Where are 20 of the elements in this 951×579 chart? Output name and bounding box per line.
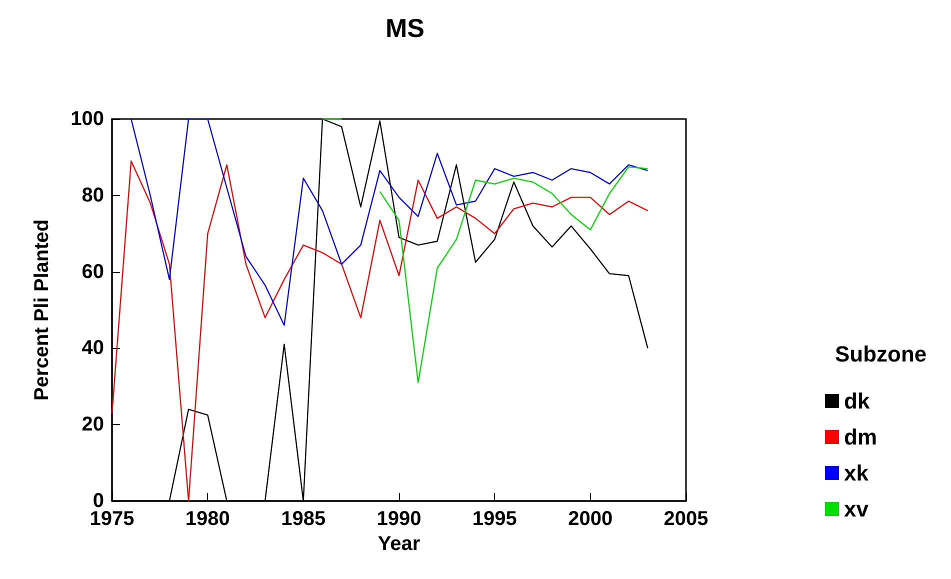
x-tick-label: 1980 bbox=[185, 508, 230, 530]
legend-label: dk bbox=[844, 388, 870, 414]
y-tick-label: 40 bbox=[82, 337, 104, 360]
x-tick-label: 2005 bbox=[664, 508, 708, 530]
x-tick-label: 2000 bbox=[568, 508, 613, 530]
y-tick-label: 80 bbox=[82, 184, 104, 206]
x-tick-label: 1995 bbox=[472, 508, 517, 530]
y-tick-label: 60 bbox=[82, 260, 104, 283]
y-tick-label: 20 bbox=[82, 414, 104, 436]
y-tick-label: 100 bbox=[70, 108, 104, 130]
legend-label: xk bbox=[844, 460, 870, 486]
legend-title: Subzone bbox=[835, 342, 927, 366]
legend-label: dm bbox=[844, 424, 877, 450]
y-axis-title: Percent Pli Planted bbox=[31, 219, 53, 401]
legend-label: xv bbox=[844, 496, 870, 522]
line-series bbox=[130, 118, 648, 326]
x-tick-label: 1985 bbox=[281, 508, 326, 530]
x-axis-title: Year bbox=[378, 532, 420, 555]
chart-title: MS bbox=[386, 13, 424, 43]
x-tick-label: 1990 bbox=[376, 508, 422, 530]
